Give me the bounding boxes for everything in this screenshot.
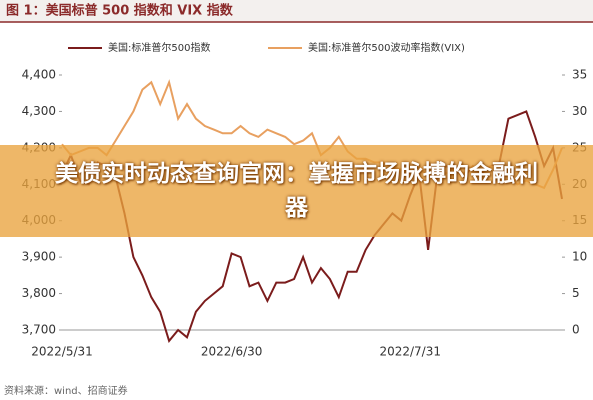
banner: 美债实时动态查询官网：掌握市场脉搏的金融利器 — [0, 145, 593, 237]
y2-tick-label: 0 — [572, 323, 580, 337]
y-tick-label: 3,900 — [22, 250, 56, 264]
legend-label: 美国:标准普尔500指数 — [108, 41, 210, 54]
y-tick-label: 3,800 — [22, 286, 56, 300]
y-tick-label: 4,300 — [22, 104, 56, 118]
x-tick-label: 2022/7/31 — [379, 345, 441, 359]
y2-tick-label: 35 — [572, 68, 587, 82]
x-tick-label: 2022/6/30 — [201, 345, 263, 359]
x-tick-label: 2022/5/31 — [31, 345, 93, 359]
source: 资料来源：wind、招商证券 — [4, 384, 128, 397]
y2-tick-label: 30 — [572, 104, 587, 118]
legend-label: 美国:标准普尔500波动率指数(VIX) — [308, 41, 465, 54]
header-bg — [0, 0, 593, 22]
y-tick-label: 4,400 — [22, 68, 56, 82]
chart-title: 图 1：美国标普 500 指数和 VIX 指数 — [6, 3, 234, 19]
y-tick-label: 3,700 — [22, 323, 56, 337]
banner-text: 美债实时动态查询官网：掌握市场脉搏的金融利器 — [55, 161, 538, 221]
y2-tick-label: 5 — [572, 286, 580, 300]
y2-tick-label: 10 — [572, 250, 587, 264]
